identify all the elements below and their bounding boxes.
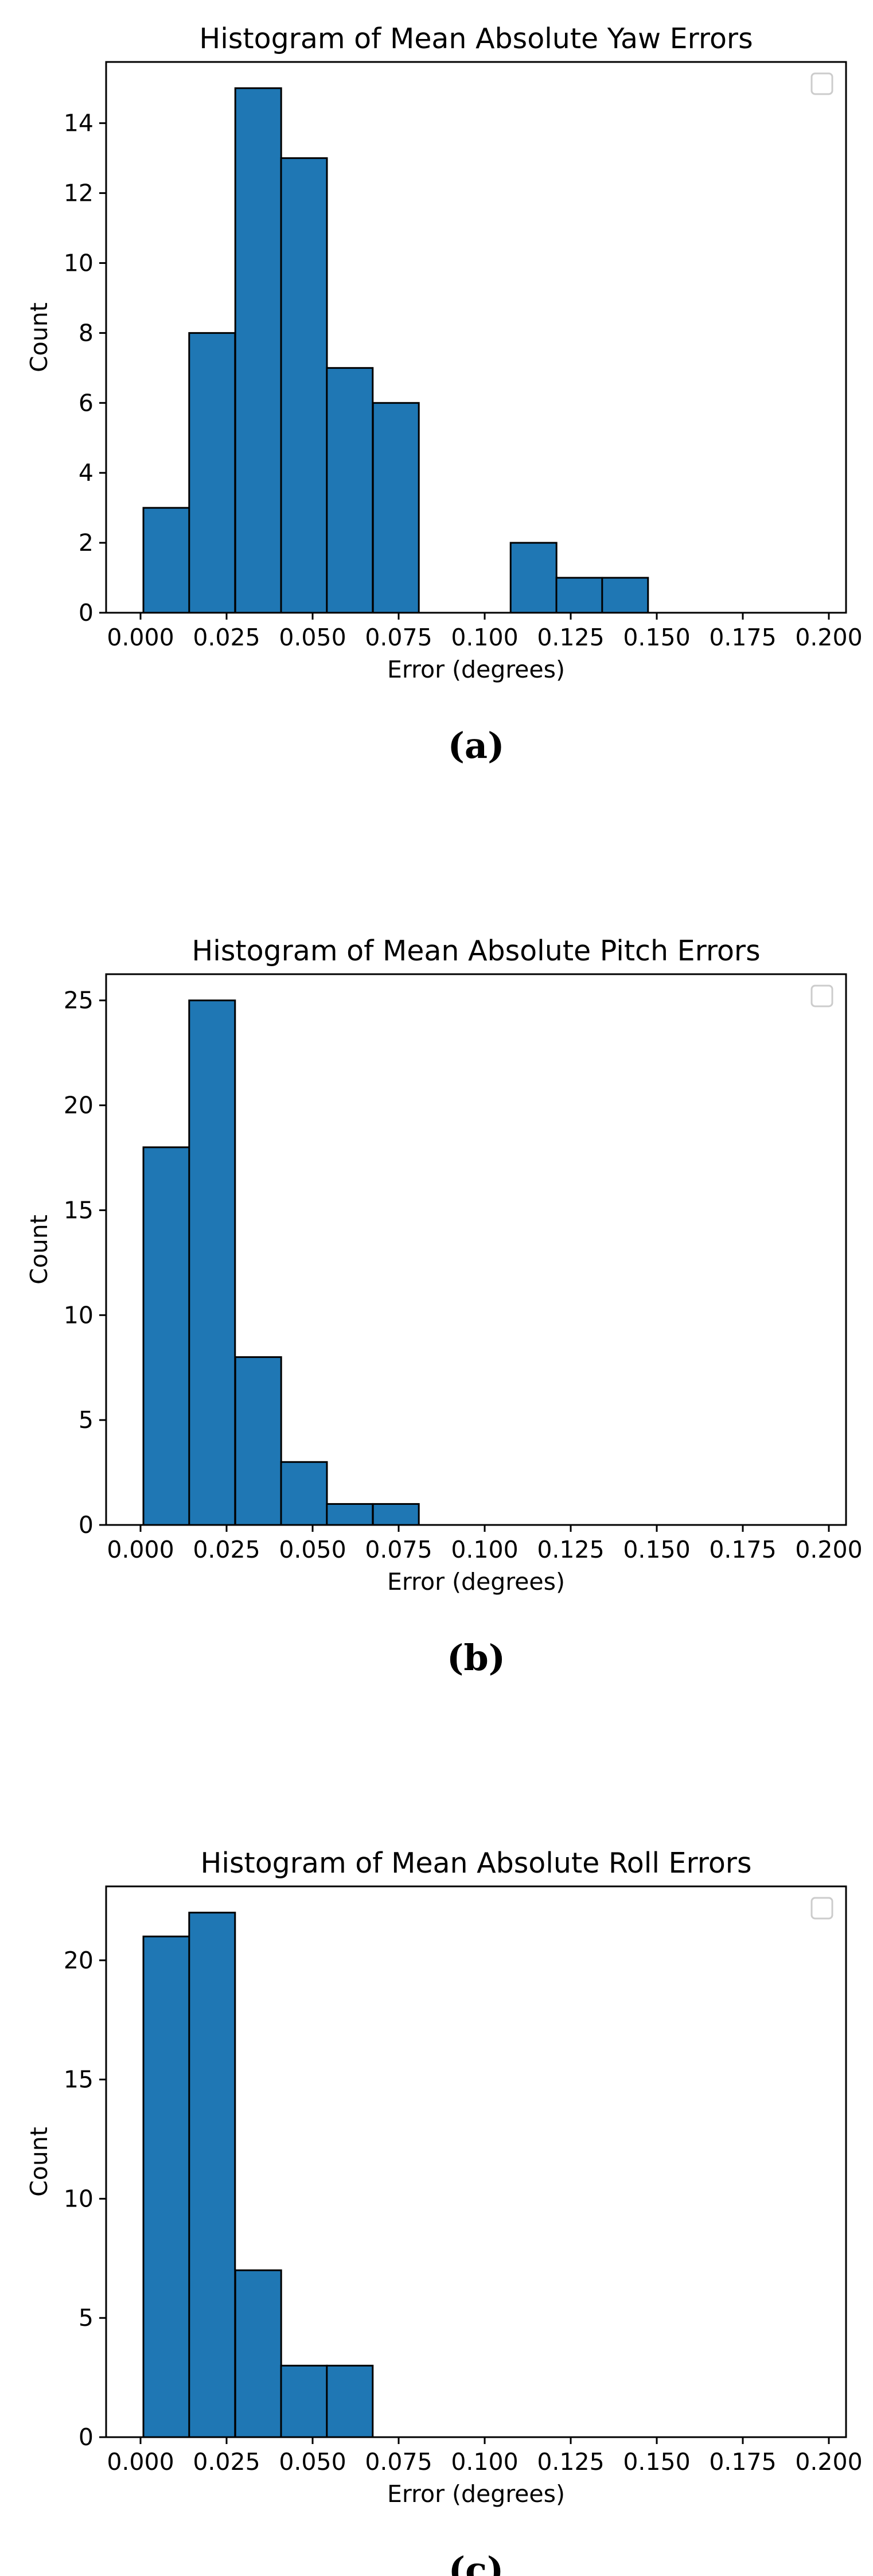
y-tick-label: 10 bbox=[64, 1301, 93, 1329]
x-tick-label: 0.200 bbox=[795, 2448, 862, 2476]
y-tick-label: 15 bbox=[64, 1196, 93, 1224]
chart-title: Histogram of Mean Absolute Yaw Errors bbox=[199, 22, 753, 55]
x-tick-label: 0.125 bbox=[537, 624, 604, 651]
x-tick-label: 0.025 bbox=[193, 1536, 260, 1563]
x-tick-label: 0.025 bbox=[193, 624, 260, 651]
histogram-bar bbox=[280, 1461, 328, 1526]
y-axis-label: Count bbox=[25, 1215, 53, 1285]
x-tick-label: 0.150 bbox=[623, 1536, 690, 1563]
y-tick-label: 12 bbox=[64, 180, 93, 207]
axes-frame bbox=[105, 973, 847, 1526]
y-tick-label: 20 bbox=[64, 1947, 93, 1974]
histogram-bar bbox=[234, 87, 282, 614]
legend-box bbox=[810, 985, 833, 1007]
x-tick-label: 0.175 bbox=[709, 1536, 776, 1563]
x-tick-label: 0.075 bbox=[365, 2448, 432, 2476]
panel-caption: (c) bbox=[449, 2549, 504, 2576]
chart-title: Histogram of Mean Absolute Roll Errors bbox=[201, 1847, 752, 1880]
y-tick-label: 6 bbox=[79, 389, 93, 417]
x-tick-label: 0.200 bbox=[795, 1536, 862, 1563]
x-tick-label: 0.175 bbox=[709, 624, 776, 651]
panel-caption: (b) bbox=[447, 1637, 505, 1679]
y-tick-label: 0 bbox=[79, 599, 93, 627]
y-tick-label: 5 bbox=[79, 2304, 93, 2332]
y-tick-label: 2 bbox=[79, 529, 93, 557]
legend-box bbox=[810, 1897, 833, 1920]
histogram-bar bbox=[234, 1356, 282, 1526]
y-tick-label: 14 bbox=[64, 110, 93, 137]
y-axis-label: Count bbox=[25, 302, 53, 372]
histogram-bar bbox=[188, 1912, 236, 2438]
x-tick-label: 0.050 bbox=[279, 2448, 346, 2476]
axes-frame bbox=[105, 61, 847, 614]
x-tick-label: 0.125 bbox=[537, 2448, 604, 2476]
y-axis-label: Count bbox=[25, 2127, 53, 2197]
y-tick-label: 10 bbox=[64, 2185, 93, 2212]
histogram-bar bbox=[509, 542, 558, 614]
y-tick-label: 20 bbox=[64, 1092, 93, 1119]
x-axis-label: Error (degrees) bbox=[387, 1568, 565, 1596]
legend-box bbox=[810, 72, 833, 95]
histogram-bar bbox=[142, 507, 190, 614]
x-tick-label: 0.100 bbox=[451, 1536, 518, 1563]
x-tick-label: 0.000 bbox=[107, 2448, 174, 2476]
x-axis-label: Error (degrees) bbox=[387, 2480, 565, 2508]
x-tick-label: 0.175 bbox=[709, 2448, 776, 2476]
histogram-bar bbox=[326, 1503, 374, 1526]
x-tick-label: 0.200 bbox=[795, 624, 862, 651]
histogram-bar bbox=[188, 332, 236, 614]
histogram-bar bbox=[280, 2364, 328, 2438]
histogram-bar bbox=[142, 1146, 190, 1526]
y-tick-label: 4 bbox=[79, 459, 93, 487]
x-tick-label: 0.075 bbox=[365, 1536, 432, 1563]
chart-title: Histogram of Mean Absolute Pitch Errors bbox=[192, 935, 760, 967]
x-axis-label: Error (degrees) bbox=[387, 656, 565, 683]
y-tick-label: 25 bbox=[64, 987, 93, 1014]
y-tick-label: 5 bbox=[79, 1406, 93, 1434]
histogram-bar bbox=[234, 2269, 282, 2438]
histogram-bar bbox=[555, 577, 603, 614]
y-tick-label: 8 bbox=[79, 319, 93, 347]
x-tick-label: 0.075 bbox=[365, 624, 432, 651]
histogram-bar bbox=[280, 157, 328, 614]
y-tick-label: 0 bbox=[79, 2423, 93, 2451]
x-tick-label: 0.125 bbox=[537, 1536, 604, 1563]
axes-frame bbox=[105, 1885, 847, 2438]
x-tick-label: 0.150 bbox=[623, 2448, 690, 2476]
x-tick-label: 0.100 bbox=[451, 2448, 518, 2476]
panel-caption: (a) bbox=[448, 725, 505, 766]
histogram-bar bbox=[601, 577, 649, 614]
y-tick-label: 10 bbox=[64, 249, 93, 277]
x-tick-label: 0.025 bbox=[193, 2448, 260, 2476]
histogram-bar bbox=[188, 999, 236, 1526]
histogram-bar bbox=[326, 2364, 374, 2438]
y-tick-label: 15 bbox=[64, 2066, 93, 2094]
y-tick-label: 0 bbox=[79, 1511, 93, 1539]
x-tick-label: 0.050 bbox=[279, 1536, 346, 1563]
histogram-bar bbox=[326, 367, 374, 614]
x-tick-label: 0.000 bbox=[107, 624, 174, 651]
x-tick-label: 0.050 bbox=[279, 624, 346, 651]
x-tick-label: 0.100 bbox=[451, 624, 518, 651]
x-tick-label: 0.000 bbox=[107, 1536, 174, 1563]
x-tick-label: 0.150 bbox=[623, 624, 690, 651]
histogram-bar bbox=[372, 1503, 420, 1526]
histogram-bar bbox=[372, 402, 420, 614]
histogram-bar bbox=[142, 1935, 190, 2438]
